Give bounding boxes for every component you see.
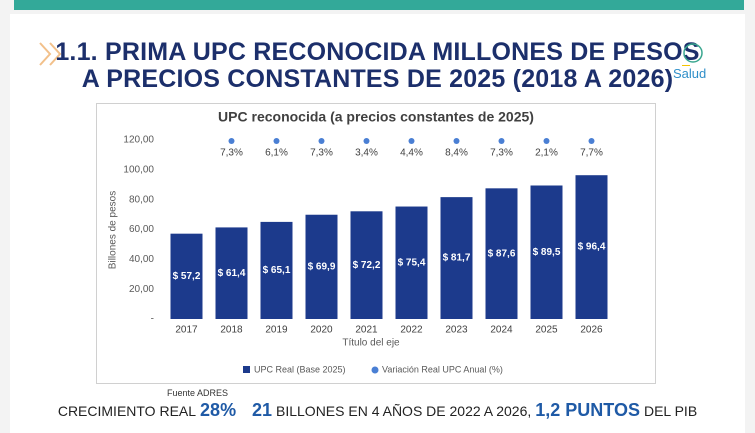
footer: CRECIMIENTO REAL 28% 21 BILLONES EN 4 AÑOS… (10, 400, 745, 421)
variation-label: 7,7% (580, 148, 603, 159)
footer-text: CRECIMIENTO REAL (57, 403, 197, 419)
x-tick-label: 2018 (220, 325, 243, 336)
legend-swatch (371, 366, 379, 374)
variation-label: 6,1% (265, 148, 288, 159)
variation-dot (408, 138, 415, 144)
x-tick-label: 2026 (580, 325, 603, 336)
chart: UPC reconocida (a precios constantes de … (96, 103, 656, 384)
bar-label: $ 57,2 (173, 271, 201, 282)
bar-label: $ 87,6 (488, 248, 516, 259)
bar (215, 227, 248, 319)
bar-label: $ 89,5 (533, 247, 561, 258)
bar-label: $ 81,7 (443, 253, 471, 264)
logo-icon (682, 43, 703, 66)
title-line: A PRECIOS CONSTANTES DE 2025 (2018 A 202… (81, 65, 674, 93)
x-tick-label: 2019 (265, 325, 288, 336)
variation-label: 4,4% (400, 148, 423, 159)
y-tick-label: 20,00 (129, 284, 154, 295)
bar (260, 221, 293, 319)
x-tick-label: 2021 (355, 325, 378, 336)
variation-dot (453, 138, 460, 144)
chevrons (39, 42, 62, 66)
footer-text: DEL PIB (643, 403, 698, 419)
footer-highlight: 21 (251, 400, 272, 420)
x-tick-label: 2025 (535, 325, 558, 336)
variation-dot (228, 138, 235, 144)
variation-label: 7,3% (490, 148, 513, 159)
y-tick-label: 80,00 (129, 194, 154, 205)
variation-dot (543, 138, 550, 144)
bar (395, 206, 428, 319)
x-tick-label: 2023 (445, 325, 468, 336)
y-tick-label: 60,00 (129, 224, 154, 235)
x-axis-title: Título del eje (342, 338, 400, 349)
variation-dot (273, 138, 280, 144)
variation-dot (363, 138, 370, 144)
y-tick-label: 120,00 (123, 135, 154, 146)
y-tick-label: 40,00 (129, 254, 154, 265)
variation-label: 8,4% (445, 148, 468, 159)
legend-swatch (243, 366, 250, 373)
variation-dot (318, 138, 325, 144)
legend-label: Variación Real UPC Anual (%) (382, 364, 503, 374)
top-band (14, 0, 744, 10)
y-axis-title: Billones de pesos (108, 191, 119, 269)
variation-label: 7,3% (310, 148, 333, 159)
variation-label: 3,4% (355, 148, 378, 159)
variation-label: 2,1% (535, 148, 558, 159)
bar-label: $ 61,4 (218, 268, 246, 279)
source: Fuente ADRES (167, 388, 229, 398)
footer-highlight: 1,2 PUNTOS (535, 400, 640, 420)
bar-label: $ 75,4 (398, 257, 426, 268)
legend-label: UPC Real (Base 2025) (254, 364, 346, 374)
bar-label: $ 65,1 (263, 265, 291, 276)
chart-title: UPC reconocida (a precios constantes de … (218, 109, 534, 125)
bar-label: $ 69,9 (308, 262, 336, 273)
bar (485, 188, 518, 319)
variation-dot (498, 138, 505, 144)
logo-text: Salud (673, 66, 707, 81)
bar (575, 175, 608, 319)
bar (440, 197, 473, 319)
footer-highlight: 28% (200, 400, 237, 420)
bar (170, 233, 203, 319)
bar-label: $ 96,4 (578, 242, 606, 253)
bar-label: $ 72,2 (353, 260, 381, 271)
y-tick-label: 100,00 (123, 164, 154, 175)
x-tick-label: 2017 (175, 325, 198, 336)
x-tick-label: 2020 (310, 325, 333, 336)
variation-label: 7,3% (220, 148, 243, 159)
variation-dot (588, 138, 595, 144)
bar (350, 211, 383, 319)
x-tick-label: 2022 (400, 325, 423, 336)
x-tick-label: 2024 (490, 325, 513, 336)
bar (305, 214, 338, 319)
title-line: 1.1. PRIMA UPC RECONOCIDA MILLONES DE PE… (55, 38, 700, 66)
footer-text: BILLONES EN 4 AÑOS DE 2022 A 2026, (276, 403, 532, 419)
y-tick-label: - (151, 314, 154, 325)
bar (530, 185, 563, 319)
